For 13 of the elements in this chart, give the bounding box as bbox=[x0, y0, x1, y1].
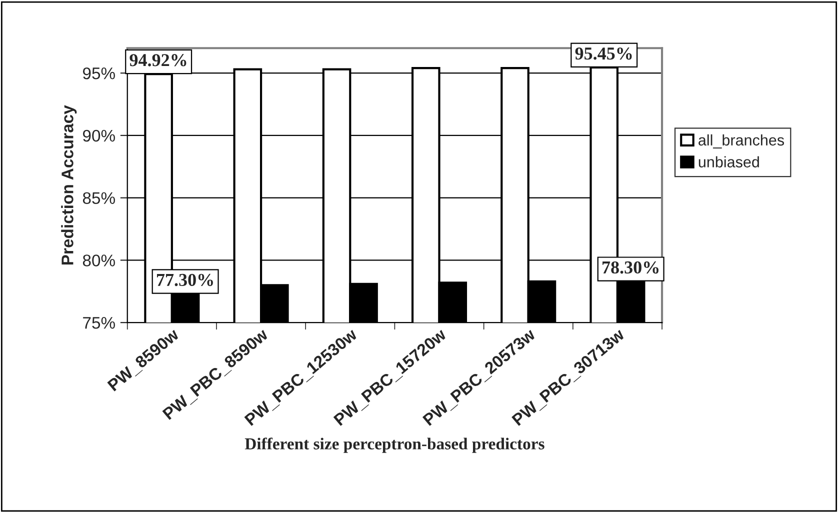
legend-label: all_branches bbox=[698, 134, 784, 148]
x-axis-title: Different size perceptron-based predictors bbox=[244, 438, 544, 453]
data-label: 95.45% bbox=[575, 47, 632, 60]
data-label: 78.30% bbox=[602, 261, 658, 274]
legend-label: unbiased bbox=[698, 156, 759, 168]
y-tick-label: 90% bbox=[82, 130, 115, 142]
y-axis-title: Prediction Accuracy bbox=[61, 105, 77, 264]
data-label: 77.30% bbox=[156, 274, 213, 286]
y-tick-label: 85% bbox=[82, 192, 115, 204]
y-tick-label: 95% bbox=[82, 67, 115, 80]
y-tick-label: 80% bbox=[82, 254, 115, 266]
y-tick-label: 75% bbox=[83, 317, 115, 329]
data-label: 94.92% bbox=[130, 54, 186, 66]
